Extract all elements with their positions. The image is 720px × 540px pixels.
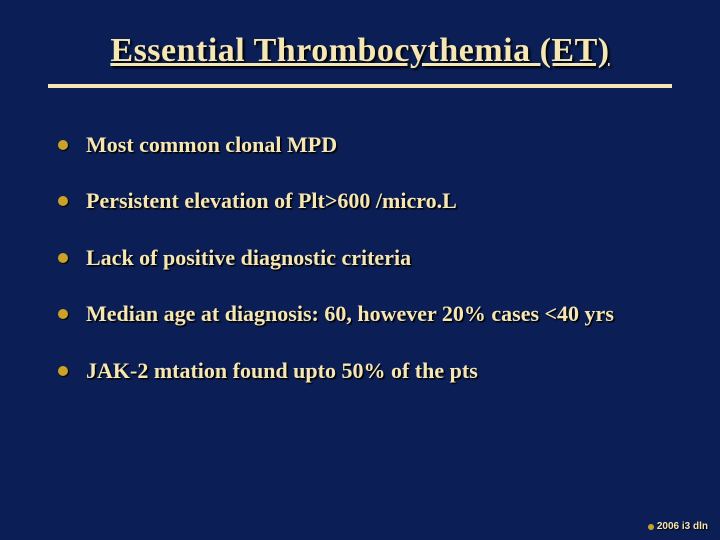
title-divider: [48, 84, 672, 88]
bullet-list: Most common clonal MPD Persistent elevat…: [48, 132, 672, 384]
title-wrap: Essential Thrombocythemia (ET): [48, 32, 672, 70]
slide: Essential Thrombocythemia (ET) Most comm…: [0, 0, 720, 540]
slide-title: Essential Thrombocythemia (ET): [110, 32, 609, 70]
bullet-icon: [648, 524, 654, 530]
footer: 2006 i3 dln: [648, 521, 708, 532]
bullet-item: Persistent elevation of Plt>600 /micro.L: [58, 188, 672, 214]
bullet-item: JAK-2 mtation found upto 50% of the pts: [58, 358, 672, 384]
bullet-item: Most common clonal MPD: [58, 132, 672, 158]
bullet-item: Lack of positive diagnostic criteria: [58, 245, 672, 271]
footer-text: 2006 i3 dln: [657, 521, 708, 532]
bullet-item: Median age at diagnosis: 60, however 20%…: [58, 301, 672, 327]
